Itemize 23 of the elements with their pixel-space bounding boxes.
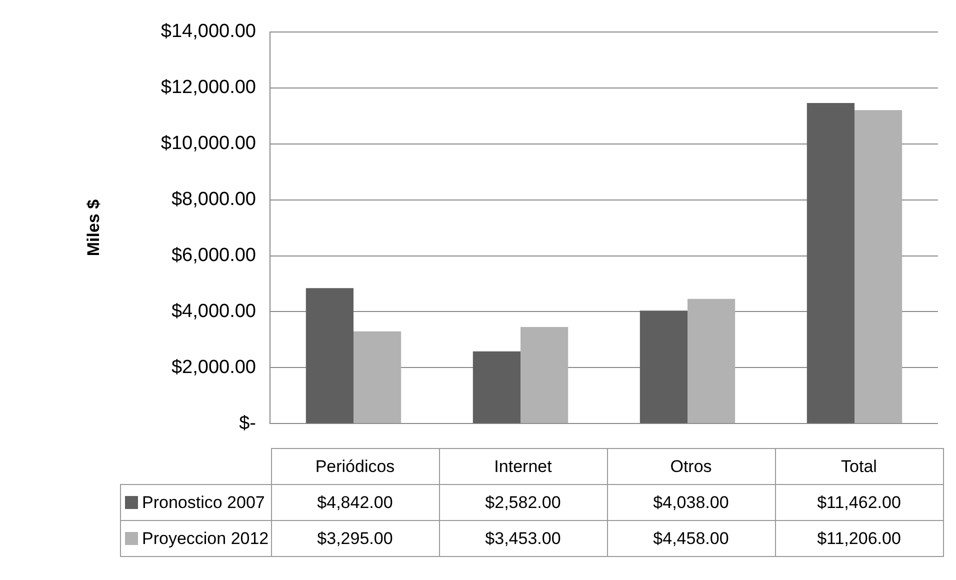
- data-label: $3,453.00: [439, 520, 607, 556]
- x-tick-label: Otros: [607, 448, 775, 484]
- legend-label: Proyeccion 2012: [120, 520, 271, 556]
- data-label: $11,206.00: [775, 520, 943, 556]
- y-tick-label: $10,000.00: [160, 133, 256, 154]
- y-tick-label: $-: [239, 412, 256, 434]
- y-tick-label: $6,000.00: [171, 245, 256, 266]
- y-tick-label: $12,000.00: [160, 77, 256, 98]
- y-tick-label: $8,000.00: [171, 189, 256, 210]
- y-tick-label: $4,000.00: [171, 300, 256, 322]
- data-label: $4,038.00: [607, 484, 775, 520]
- data-label: $4,458.00: [607, 520, 775, 556]
- data-label: $11,462.00: [775, 484, 943, 520]
- y-tick-label: $14,000.00: [160, 21, 256, 42]
- x-tick-label: Internet: [439, 448, 607, 484]
- y-axis-title: Miles $: [84, 198, 103, 256]
- data-label: $2,582.00: [439, 484, 607, 520]
- x-tick-label: Total: [775, 448, 943, 484]
- y-tick-label: $2,000.00: [171, 356, 256, 378]
- x-tick-label: Periódicos: [271, 448, 439, 484]
- data-label: $3,295.00: [271, 520, 439, 556]
- legend-label: Pronostico 2007: [120, 484, 271, 520]
- data-label: $4,842.00: [271, 484, 439, 520]
